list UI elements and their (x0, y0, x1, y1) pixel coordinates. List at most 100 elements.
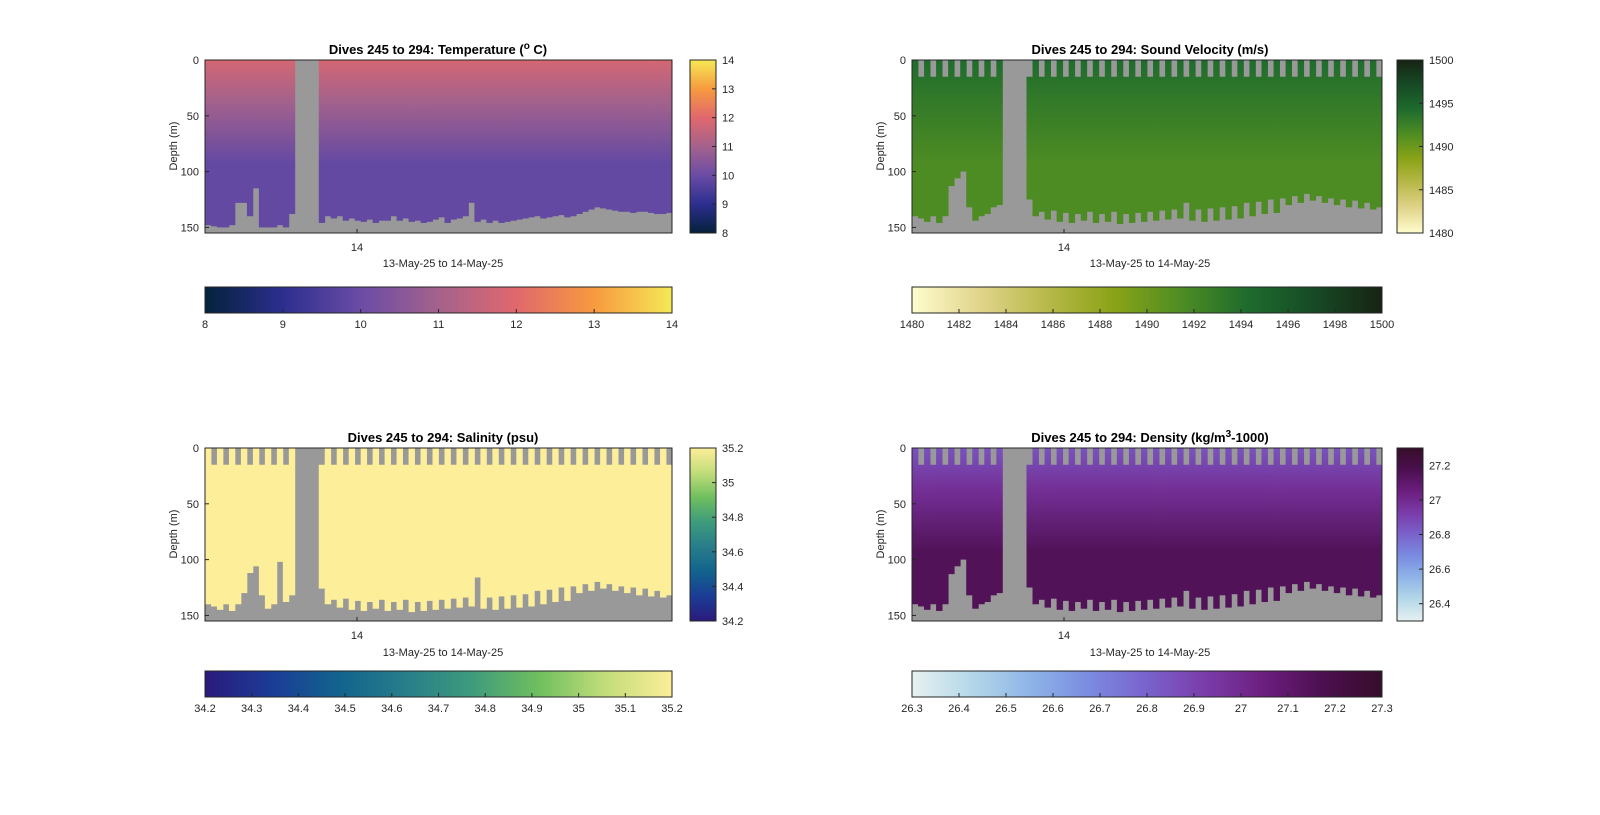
dive-profile-column (408, 448, 415, 613)
dive-profile-column (654, 464, 661, 591)
dive-profile-column (1104, 60, 1112, 222)
dive-profile-column (270, 60, 278, 228)
dive-profile-column (390, 464, 397, 603)
side-colorbar-scale (1396, 447, 1424, 622)
colorbar-tick-label: 26.6 (1042, 703, 1063, 715)
colorbar-tick-label: 27.2 (1324, 703, 1345, 715)
dive-profile-column (990, 464, 997, 596)
dive-profile-column (1357, 60, 1365, 209)
colorbar-tick-label: 11 (722, 142, 733, 154)
colorbar-tick-label: 12 (510, 319, 522, 331)
chart-title: Dives 245 to 294: Salinity (psu) (348, 430, 539, 445)
bottom-colorbar: 26.3 26.4 26.5 26.6 26.7 26.8 26.9 27 27.1 27.2 27… (901, 670, 1393, 715)
dive-profile-column (205, 448, 212, 605)
dive-profile-column (528, 448, 535, 607)
colorbar-tick-label: 35 (722, 478, 734, 490)
dive-profile-column (1219, 76, 1226, 208)
colorbar-tick-label: 1498 (1323, 319, 1347, 331)
side-colorbar-scale (689, 59, 717, 234)
dive-profile-column (216, 448, 224, 610)
x-axis: 14 (1058, 617, 1070, 642)
dive-profile-column (1243, 464, 1250, 591)
dive-profile-column (648, 60, 655, 213)
dive-profile-column (594, 60, 601, 208)
dive-profile-column (1159, 76, 1166, 211)
dive-profile-column (642, 60, 649, 212)
dive-profile-column (618, 464, 625, 587)
dive-profile-column (918, 464, 925, 607)
y-tick-label: 0 (193, 55, 199, 67)
dive-profile-column (558, 464, 565, 588)
dive-profile-column (1153, 448, 1160, 609)
dive-profile-column (234, 464, 242, 605)
x-tick-label: 14 (351, 242, 363, 254)
colorbar-tick-label: 11 (433, 319, 444, 331)
dive-profile-column (1219, 464, 1226, 596)
dive-profile-column (972, 448, 979, 609)
colorbar-tick-label: 1496 (1276, 319, 1300, 331)
y-tick-label: 150 (888, 222, 906, 234)
dive-profile-column (582, 464, 589, 585)
colorbar-tick-label: 34.8 (722, 512, 743, 524)
dive-profile-column (486, 60, 493, 223)
dive-profile-column (372, 448, 380, 609)
dive-profile-column (1056, 448, 1064, 610)
dive-profile-column (600, 60, 607, 209)
dive-profile-column (468, 448, 475, 607)
dive-profile-column (492, 448, 499, 610)
dive-profile-column (1122, 464, 1130, 603)
dive-profile-column (1231, 464, 1238, 595)
dive-profile-column (228, 60, 236, 226)
dive-profile-column (1050, 464, 1058, 599)
dive-profile-column (1303, 464, 1311, 582)
dive-profile-column (1273, 448, 1280, 601)
dive-profile-column (1147, 464, 1154, 600)
dive-profile-column (978, 464, 985, 605)
colorbar-tick-label: 26.8 (1429, 530, 1450, 542)
dive-profile-column (546, 464, 553, 590)
dive-profile-column (510, 60, 517, 221)
dive-profile-column (1116, 60, 1124, 225)
dive-profile-column (474, 464, 481, 578)
dive-profile-column (606, 60, 613, 210)
dive-profile-column (1122, 76, 1130, 215)
dive-profile-column (564, 448, 571, 601)
y-tick-label: 0 (900, 443, 906, 455)
plot-frame (204, 447, 673, 622)
x-axis: 14 (351, 617, 363, 642)
dive-profile-column (504, 448, 511, 609)
dive-profile-column (1321, 60, 1329, 203)
dive-profile-column (1038, 76, 1045, 212)
colorbar-tick-label: 1488 (1088, 319, 1112, 331)
dive-profile-column (510, 464, 517, 596)
dive-profile-column (1080, 448, 1088, 609)
dive-profile-column (1177, 60, 1184, 219)
dive-profile-column (378, 464, 386, 600)
dive-profile-column (576, 448, 583, 594)
y-tick-label: 50 (894, 111, 906, 123)
y-axis: 0 50 100 150 (181, 443, 209, 622)
dive-profile-column (630, 464, 637, 588)
colorbar-tick-label: 34.3 (241, 703, 262, 715)
dive-profile-column (1315, 76, 1323, 197)
dive-profile-column (1351, 76, 1359, 201)
colorbar-tick-label: 27 (1235, 703, 1247, 715)
dive-profile-column (444, 448, 451, 609)
dive-profile-column (282, 60, 290, 228)
dive-profile-column (1261, 60, 1268, 215)
x-axis-label: 13-May-25 to 14-May-25 (1090, 647, 1210, 659)
dive-profile-column (546, 60, 553, 218)
colorbar-tick-label: 27 (1429, 495, 1441, 507)
colorbar-tick-label: 10 (355, 319, 367, 331)
dive-profile-column (210, 464, 218, 607)
dive-profile-column (1098, 76, 1106, 215)
dive-profile-column (324, 448, 332, 605)
dive-profile-column (996, 448, 1003, 594)
dive-profile-column (1375, 464, 1383, 596)
dive-profile-column (1195, 464, 1202, 598)
dive-profile-column (402, 464, 409, 600)
colorbar-tick-label: 34.8 (474, 703, 495, 715)
dive-profile-column (1165, 60, 1172, 220)
dive-profile-column (366, 60, 374, 220)
dive-profile-column (378, 60, 386, 221)
